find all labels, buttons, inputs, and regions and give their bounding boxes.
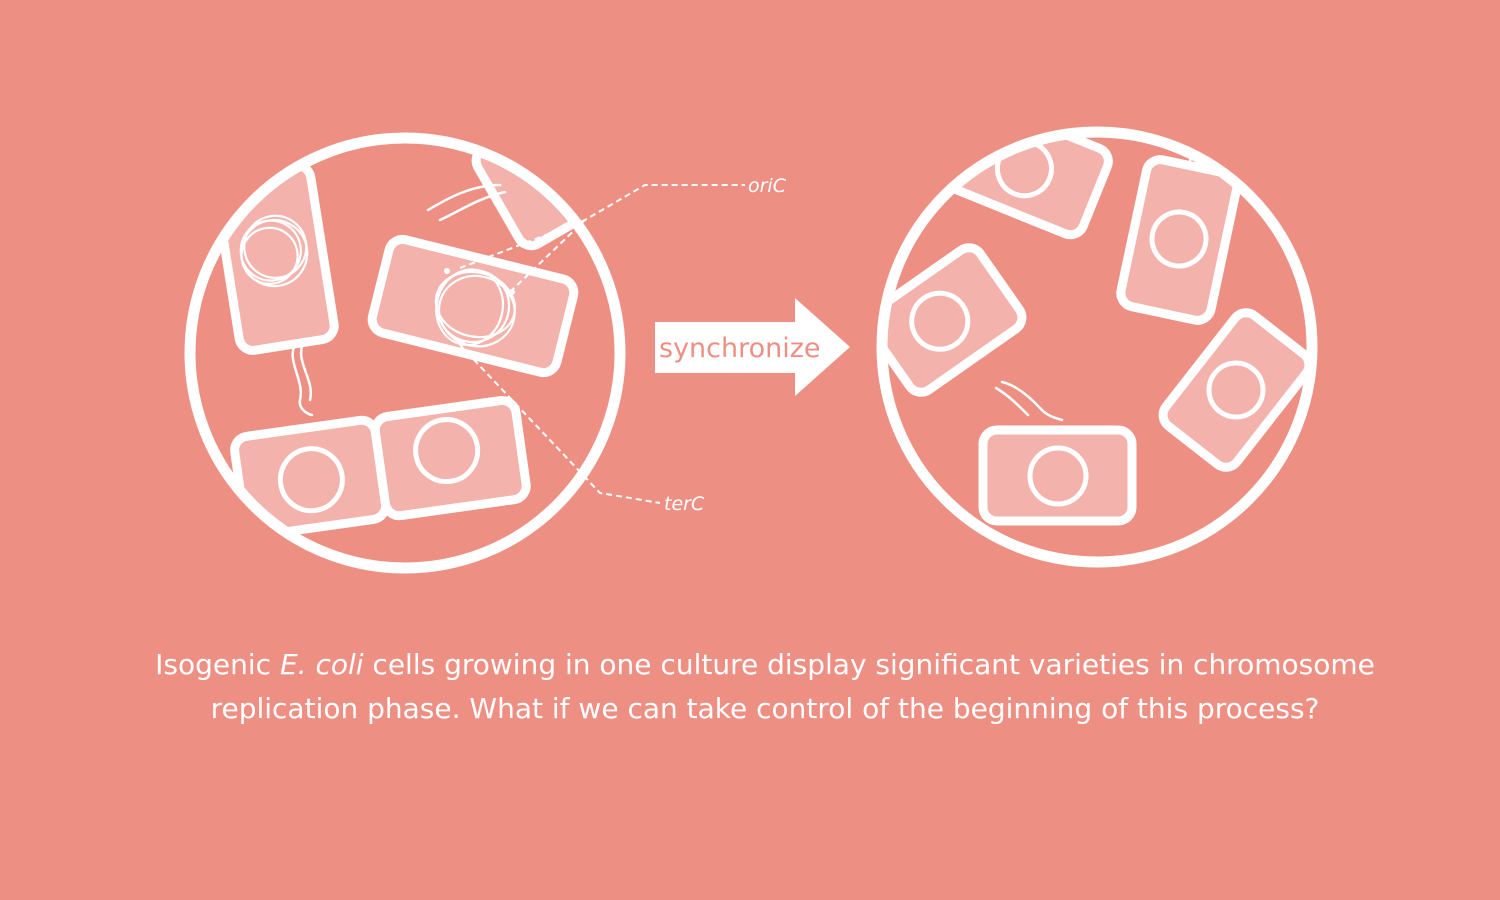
cell-sync-right	[1158, 308, 1312, 472]
cell-sync-left	[882, 243, 1027, 397]
unsynchronized-culture	[184, 132, 626, 574]
flagellum	[1000, 380, 1064, 422]
flagellum	[438, 190, 507, 222]
cell-top-fragment	[471, 138, 613, 251]
flagellum	[299, 341, 313, 402]
flagellum	[426, 183, 502, 212]
cell-dividing	[230, 396, 531, 540]
synchronize-label: synchronize	[659, 333, 821, 364]
cell-sync-top-right	[1116, 155, 1242, 325]
flagellum	[994, 386, 1030, 417]
cell-left-tall	[211, 161, 339, 355]
cell-sync-bottom	[978, 425, 1137, 526]
synchronize-arrow: synchronize	[655, 298, 850, 396]
caption-part-1: Isogenic	[155, 648, 280, 681]
petri-circle-left	[184, 132, 626, 574]
caption-part-2: cells growing in one culture display sig…	[210, 648, 1375, 725]
caption-species: E. coli	[279, 648, 364, 681]
caption: Isogenic E. coli cells growing in one cu…	[150, 643, 1380, 731]
petri-circle-right	[876, 126, 1318, 568]
terc-label: terC	[664, 493, 705, 515]
callout-lines	[444, 184, 745, 504]
oric-label: oriC	[748, 175, 787, 197]
cell-replicating	[367, 234, 579, 378]
flagellum	[291, 341, 314, 417]
synchronized-culture	[876, 126, 1318, 568]
